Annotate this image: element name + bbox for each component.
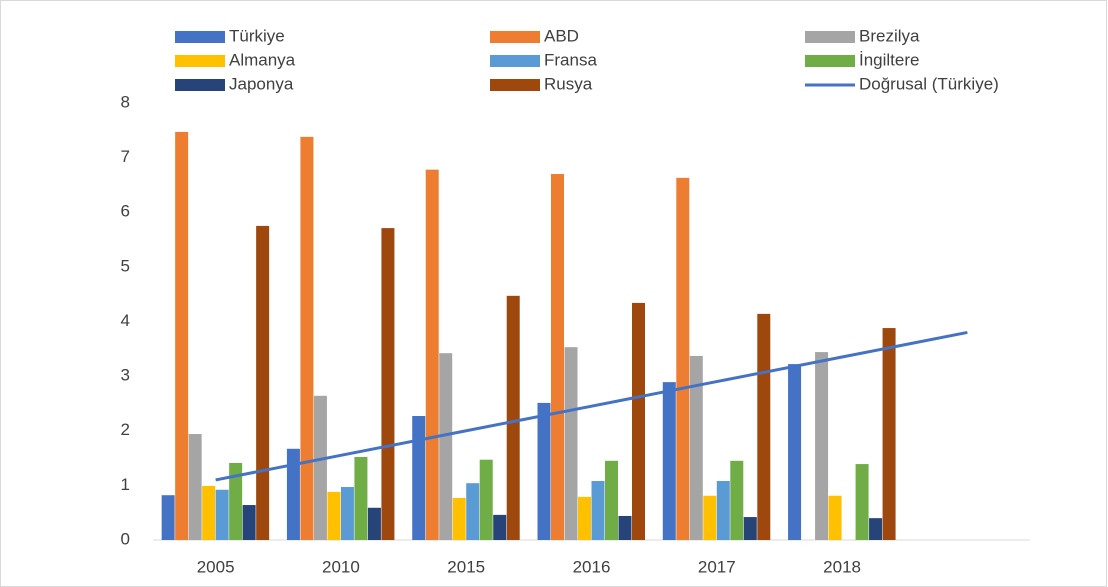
- legend-swatch: [490, 31, 540, 43]
- bar: [175, 131, 189, 541]
- bar: [340, 487, 354, 540]
- bar: [828, 495, 842, 540]
- bar: [286, 448, 300, 540]
- legend-swatch: [490, 55, 540, 67]
- bar: [466, 483, 480, 540]
- bar: [367, 507, 381, 540]
- y-tick-label: 1: [121, 475, 130, 494]
- bar: [689, 355, 703, 540]
- bar: [716, 481, 730, 540]
- legend-swatch: [175, 31, 225, 43]
- legend-label: Almanya: [229, 50, 296, 69]
- bar: [676, 177, 690, 540]
- bar: [757, 313, 771, 540]
- bar: [493, 514, 507, 540]
- bar: [788, 364, 802, 540]
- bar: [703, 495, 717, 540]
- bar: [425, 169, 439, 540]
- bar: [815, 352, 829, 540]
- bar: [300, 136, 314, 540]
- bar: [855, 464, 869, 540]
- y-tick-label: 8: [121, 92, 130, 111]
- y-tick-label: 0: [121, 529, 130, 548]
- x-tick-label: 2015: [447, 557, 485, 576]
- bar: [551, 174, 564, 540]
- legend-swatch: [805, 31, 855, 43]
- legend-label: Türkiye: [229, 26, 285, 45]
- bar: [662, 382, 676, 540]
- legend-swatch: [805, 55, 855, 67]
- legend-label: Doğrusal (Türkiye): [859, 74, 999, 93]
- y-tick-label: 4: [121, 311, 130, 330]
- legend-swatch: [175, 79, 225, 91]
- legend-label: Fransa: [544, 50, 597, 69]
- bar: [564, 347, 578, 540]
- legend-label: ABD: [544, 26, 579, 45]
- bar: [202, 485, 216, 540]
- bar: [215, 489, 229, 540]
- bar: [313, 395, 327, 540]
- bar: [605, 460, 618, 540]
- trend-line: [215, 330, 968, 482]
- bar: [882, 328, 896, 540]
- legend-label: Brezilya: [859, 26, 920, 45]
- y-tick-label: 5: [121, 256, 130, 275]
- bar: [537, 402, 551, 540]
- x-tick-label: 2017: [698, 557, 736, 576]
- bar: [506, 295, 520, 540]
- x-tick-label: 2010: [322, 557, 360, 576]
- bar: [412, 416, 426, 540]
- bar: [229, 462, 243, 540]
- x-tick-label: 2005: [197, 557, 235, 576]
- legend-label: İngiltere: [859, 50, 919, 69]
- bar: [161, 495, 175, 540]
- bar: [479, 459, 493, 540]
- legend-swatch: [175, 55, 225, 67]
- legend-label: Japonya: [229, 74, 294, 93]
- bar: [578, 496, 591, 540]
- bar: [354, 456, 368, 540]
- bar: [618, 515, 632, 540]
- y-tick-label: 7: [121, 147, 130, 166]
- y-tick-label: 2: [121, 420, 130, 439]
- bar: [242, 505, 256, 540]
- legend-swatch: [490, 79, 540, 91]
- bar: [743, 517, 757, 540]
- bar: [188, 434, 202, 540]
- bar: [327, 491, 341, 540]
- bar: [439, 353, 453, 540]
- x-tick-label: 2018: [823, 557, 861, 576]
- bar: [632, 302, 645, 540]
- y-tick-label: 6: [121, 202, 130, 221]
- bar: [256, 225, 270, 540]
- bar: [591, 481, 605, 540]
- bar: [869, 518, 883, 540]
- legend-label: Rusya: [544, 74, 593, 93]
- x-tick-label: 2016: [573, 557, 611, 576]
- bar: [381, 228, 395, 540]
- y-tick-label: 3: [121, 366, 130, 385]
- bar: [452, 497, 466, 540]
- bar: [730, 460, 744, 540]
